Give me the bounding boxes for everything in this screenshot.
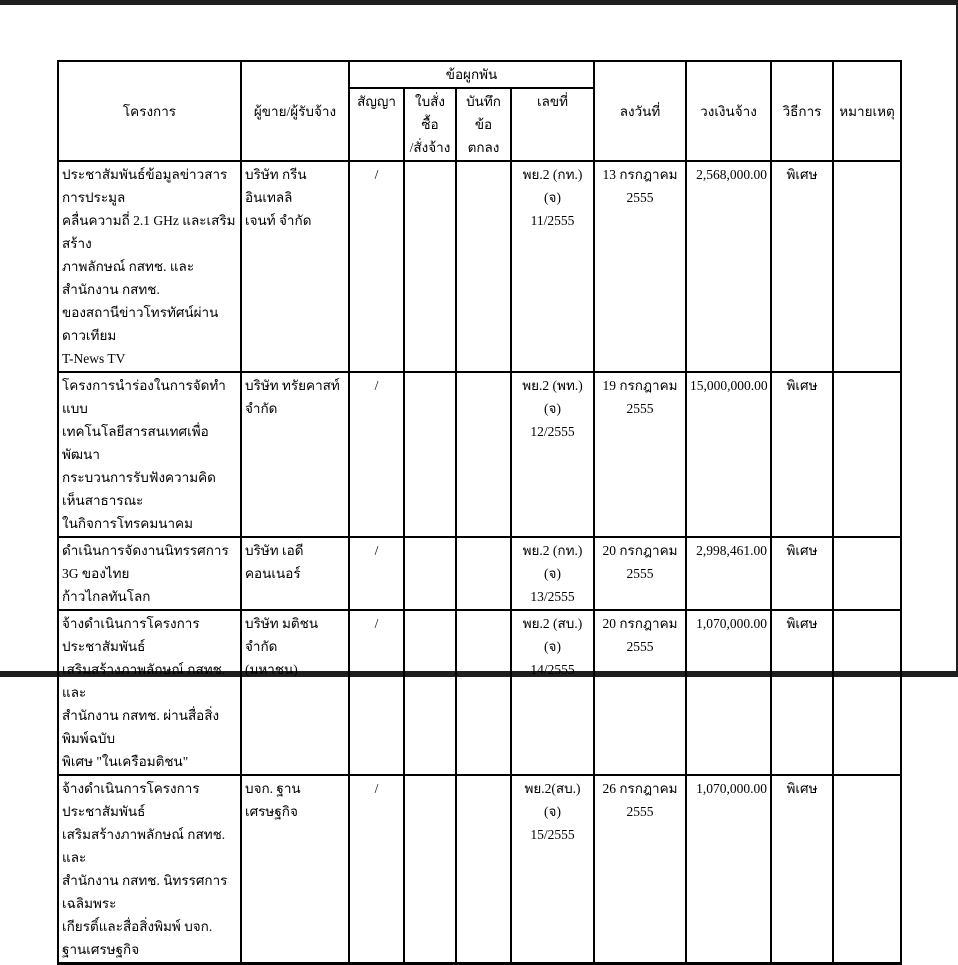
amount-cell: 2,568,000.00 — [685, 160, 772, 373]
remark-cell — [832, 371, 902, 538]
doc-number-cell: พย.2 (กท.) (จ) 13/2555 — [510, 536, 595, 611]
header-purchase-order: ใบสั่งซื้อ /สั่งจ้าง — [403, 87, 457, 162]
date-cell: 13 กรกฎาคม 2555 — [593, 160, 687, 373]
project-cell: จ้างดำเนินการโครงการประชาสัมพันธ์ เสริมส… — [57, 609, 242, 776]
memorandum-cell — [455, 774, 512, 965]
contract-mark-cell: / — [348, 536, 405, 611]
remark-cell — [832, 609, 902, 776]
contract-mark-cell: / — [348, 371, 405, 538]
remark-cell — [832, 774, 902, 965]
contract-mark-cell: / — [348, 609, 405, 776]
contract-mark-cell: / — [348, 160, 405, 373]
method-cell: พิเศษ — [770, 536, 834, 611]
header-project: โครงการ — [57, 60, 242, 162]
doc-number-cell: พย.2(สบ.) (จ) 15/2555 — [510, 774, 595, 965]
header-contract: สัญญา — [348, 87, 405, 162]
purchase-order-cell — [403, 609, 457, 776]
header-date: ลงวันที่ — [593, 60, 687, 162]
amount-cell: 1,070,000.00 — [685, 609, 772, 776]
vendor-cell: บริษัท กรีน อินเทลลิ เจนท์ จำกัด — [240, 160, 350, 373]
header-obligation-group: ข้อผูกพัน — [348, 60, 595, 89]
table-header: โครงการ ผู้ขาย/ผู้รับจ้าง ข้อผูกพัน ลงวั… — [57, 60, 902, 162]
amount-cell: 1,070,000.00 — [685, 774, 772, 965]
doc-number-cell: พย.2 (สบ.) (จ) 14/2555 — [510, 609, 595, 776]
table-row: ประชาสัมพันธ์ข้อมูลข่าวสารการประมูล คลื่… — [57, 160, 902, 373]
date-cell: 20 กรกฎาคม 2555 — [593, 536, 687, 611]
amount-cell: 2,998,461.00 — [685, 536, 772, 611]
doc-number-cell: พย.2 (กท.) (จ) 11/2555 — [510, 160, 595, 373]
memorandum-cell — [455, 371, 512, 538]
memorandum-cell — [455, 160, 512, 373]
method-cell: พิเศษ — [770, 160, 834, 373]
project-cell: ดำเนินการจัดงานนิทรรศการ 3G ของไทย ก้าวไ… — [57, 536, 242, 611]
remark-cell — [832, 160, 902, 373]
date-cell: 19 กรกฎาคม 2555 — [593, 371, 687, 538]
remark-cell — [832, 536, 902, 611]
page-frame-top — [0, 0, 958, 5]
table-row: ดำเนินการจัดงานนิทรรศการ 3G ของไทย ก้าวไ… — [57, 536, 902, 611]
purchase-order-cell — [403, 536, 457, 611]
date-cell: 20 กรกฎาคม 2555 — [593, 609, 687, 776]
header-remark: หมายเหตุ — [832, 60, 902, 162]
project-cell: ประชาสัมพันธ์ข้อมูลข่าวสารการประมูล คลื่… — [57, 160, 242, 373]
procurement-table: โครงการ ผู้ขาย/ผู้รับจ้าง ข้อผูกพัน ลงวั… — [57, 60, 902, 965]
vendor-cell: บริษัท ทรัยคาสท์ จำกัด — [240, 371, 350, 538]
method-cell: พิเศษ — [770, 609, 834, 776]
memorandum-cell — [455, 609, 512, 776]
purchase-order-cell — [403, 774, 457, 965]
header-number: เลขที่ — [510, 87, 595, 162]
method-cell: พิเศษ — [770, 774, 834, 965]
doc-number-cell: พย.2 (พท.) (จ) 12/2555 — [510, 371, 595, 538]
project-cell: โครงการนำร่องในการจัดทำแบบ เทคโนโลยีสารส… — [57, 371, 242, 538]
table-row: โครงการนำร่องในการจัดทำแบบ เทคโนโลยีสารส… — [57, 371, 902, 538]
project-cell: จ้างดำเนินการโครงการประชาสัมพันธ์ เสริมส… — [57, 774, 242, 965]
purchase-order-cell — [403, 371, 457, 538]
table-row: จ้างดำเนินการโครงการประชาสัมพันธ์ เสริมส… — [57, 609, 902, 776]
purchase-order-cell — [403, 160, 457, 373]
vendor-cell: บจก. ฐานเศรษฐกิจ — [240, 774, 350, 965]
header-memorandum: บันทึก ข้อตกลง — [455, 87, 512, 162]
header-amount: วงเงินจ้าง — [685, 60, 772, 162]
page-frame-right — [956, 0, 958, 677]
header-vendor: ผู้ขาย/ผู้รับจ้าง — [240, 60, 350, 162]
contract-mark-cell: / — [348, 774, 405, 965]
header-method: วิธีการ — [770, 60, 834, 162]
amount-cell: 15,000,000.00 — [685, 371, 772, 538]
table-row: จ้างดำเนินการโครงการประชาสัมพันธ์ เสริมส… — [57, 774, 902, 965]
vendor-cell: บริษัท มติชน จำกัด (มหาชน) — [240, 609, 350, 776]
method-cell: พิเศษ — [770, 371, 834, 538]
vendor-cell: บริษัท เอดี คอนเนอร์ — [240, 536, 350, 611]
memorandum-cell — [455, 536, 512, 611]
date-cell: 26 กรกฎาคม 2555 — [593, 774, 687, 965]
